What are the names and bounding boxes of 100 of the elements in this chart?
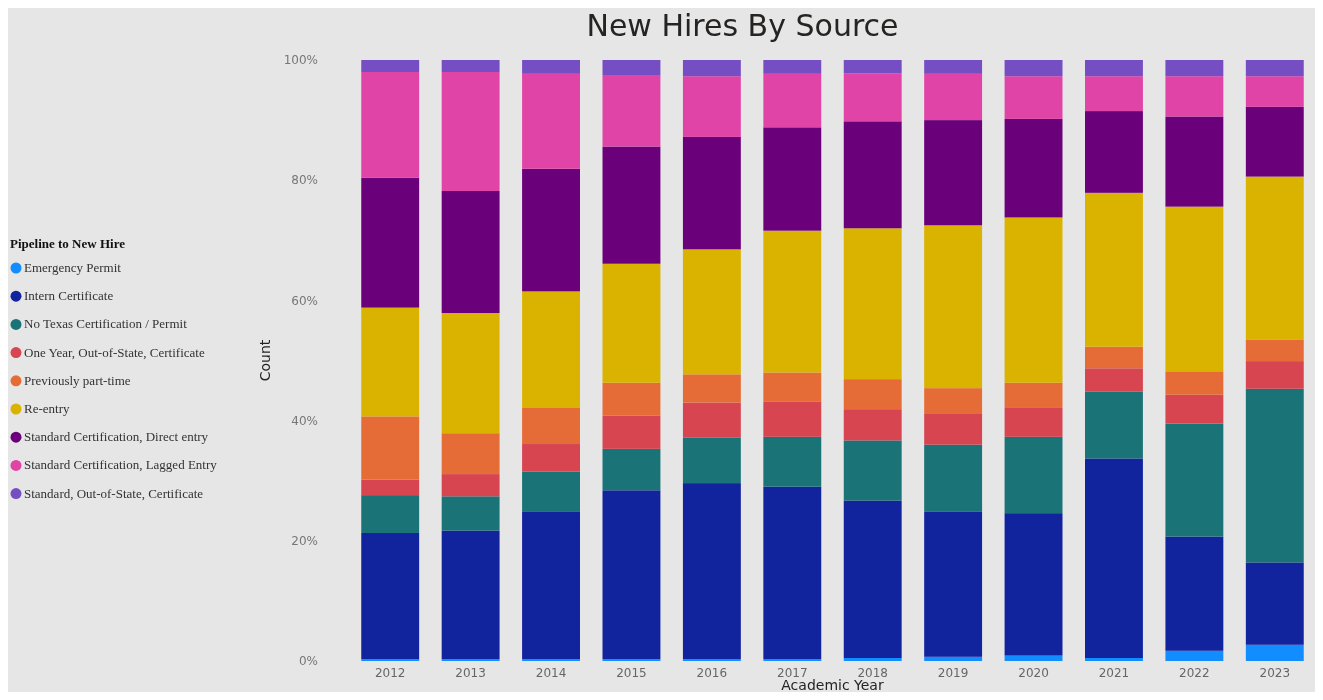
bar	[924, 511, 983, 657]
bar	[602, 382, 661, 416]
bar	[682, 136, 741, 250]
x-tick-label: 2013	[455, 666, 486, 680]
bar	[602, 415, 661, 449]
legend-label: Standard Certification, Direct entry	[24, 429, 209, 445]
bar	[843, 228, 902, 380]
bar	[361, 307, 420, 417]
bar	[682, 402, 741, 438]
bar	[1245, 76, 1304, 107]
bar	[522, 168, 580, 292]
bar	[682, 483, 741, 660]
bar	[1245, 60, 1304, 77]
bar	[1085, 346, 1143, 369]
bar	[843, 73, 902, 122]
bar	[1245, 339, 1304, 362]
y-tick-label: 100%	[283, 53, 318, 68]
bar	[602, 448, 661, 491]
x-tick-label: 2018	[857, 666, 888, 680]
bar	[1085, 458, 1143, 658]
bar	[1165, 76, 1224, 117]
bar	[1165, 394, 1224, 424]
bar	[1165, 206, 1224, 372]
bar	[843, 409, 902, 441]
bar	[1245, 562, 1304, 645]
bar	[682, 374, 741, 403]
bar	[1085, 76, 1143, 112]
legend-label: One Year, Out-of-State, Certificate	[24, 344, 205, 360]
bar	[1004, 382, 1063, 408]
legend-label: Standard Certification, Lagged Entry	[24, 457, 218, 473]
x-tick-label: 2016	[696, 666, 728, 680]
bar	[522, 407, 580, 445]
bar	[602, 146, 661, 264]
bar	[1245, 388, 1304, 563]
x-tick-label: 2020	[1018, 666, 1049, 680]
bar	[924, 444, 983, 512]
legend-label: Re-entry	[24, 401, 70, 416]
bar	[682, 60, 741, 77]
bar	[843, 658, 902, 661]
x-tick-label: 2017	[777, 666, 808, 680]
legend-label: Previously part-time	[24, 372, 131, 388]
bar	[441, 60, 500, 73]
bar	[924, 413, 983, 445]
legend-title: Pipeline to New Hire	[10, 236, 126, 251]
bar	[763, 60, 822, 74]
bar	[522, 60, 580, 74]
y-tick-label: 60%	[291, 293, 318, 308]
bar	[1004, 60, 1063, 77]
bar	[1004, 655, 1063, 661]
bar	[1165, 116, 1224, 207]
x-axis-title: Academic Year	[781, 677, 884, 693]
bar	[1165, 536, 1224, 651]
bar	[441, 433, 500, 475]
bar	[522, 471, 580, 512]
bar	[682, 249, 741, 375]
legend-label: Standard, Out-of-State, Certificate	[24, 485, 204, 501]
bar	[843, 440, 902, 501]
bar	[763, 230, 822, 373]
bar	[1085, 658, 1143, 661]
bar	[1004, 217, 1063, 383]
legend-label: Intern Certificate	[24, 288, 114, 304]
bar	[1004, 118, 1063, 218]
x-tick-label: 2014	[535, 666, 567, 680]
bar	[1245, 361, 1304, 389]
bar	[1004, 76, 1063, 119]
bar	[361, 495, 420, 533]
bar	[361, 60, 420, 73]
bar	[843, 500, 902, 658]
bar	[1004, 513, 1063, 656]
bar	[924, 656, 983, 661]
bar	[682, 437, 741, 484]
y-axis-title: Count	[257, 339, 273, 382]
bar	[1245, 106, 1304, 177]
bar	[924, 225, 983, 389]
bar	[361, 532, 420, 660]
bar	[1004, 436, 1063, 514]
bar	[763, 486, 822, 660]
x-tick-label: 2023	[1259, 666, 1291, 680]
bar	[1004, 407, 1063, 437]
bar	[361, 416, 420, 480]
bar	[602, 75, 661, 147]
y-tick-label: 80%	[291, 173, 318, 188]
chart-title: New Hires By Source	[586, 8, 899, 43]
legend-label: Emergency Permit	[24, 260, 122, 275]
bar	[522, 444, 580, 472]
bar	[361, 177, 420, 308]
bar	[1085, 111, 1143, 193]
bar	[441, 530, 500, 660]
bar	[441, 191, 500, 314]
bar	[1085, 391, 1143, 459]
bar	[1165, 60, 1224, 77]
bar	[763, 73, 822, 128]
bar	[1165, 371, 1224, 395]
bar	[843, 60, 902, 74]
bar	[441, 72, 500, 192]
bar	[1085, 60, 1143, 77]
bar	[763, 436, 822, 487]
y-tick-label: 40%	[291, 413, 318, 428]
y-tick-label: 0%	[298, 654, 318, 669]
bar	[522, 291, 580, 408]
